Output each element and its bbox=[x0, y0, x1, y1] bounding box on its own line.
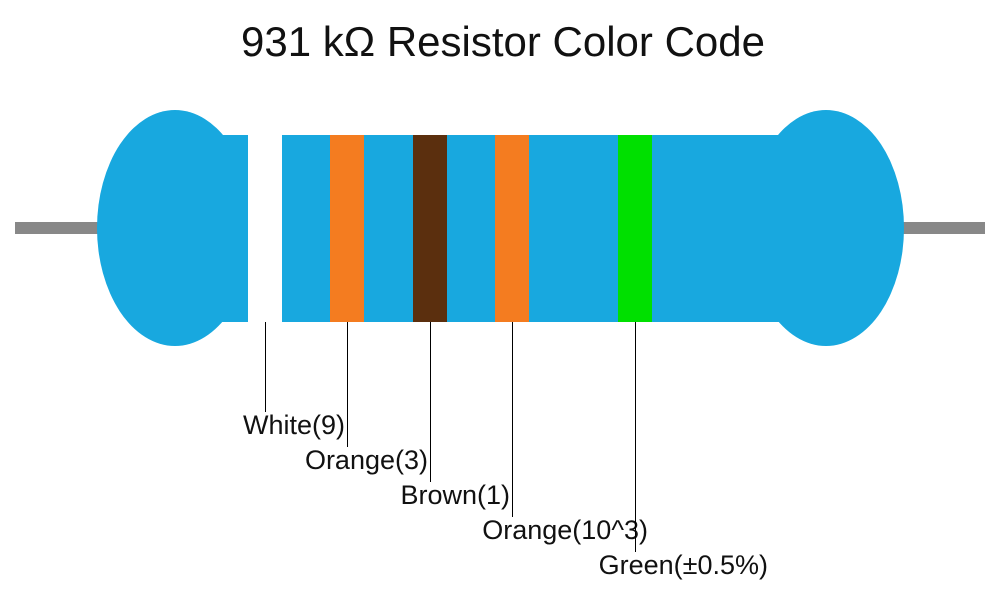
band-4-leader bbox=[512, 322, 513, 517]
band-1-leader bbox=[265, 322, 266, 412]
band-1 bbox=[248, 135, 282, 322]
band-5 bbox=[618, 135, 652, 322]
band-5-label: Green(±0.5%) bbox=[599, 550, 768, 581]
band-2-leader bbox=[347, 322, 348, 447]
band-4 bbox=[495, 135, 529, 322]
band-2 bbox=[330, 135, 364, 322]
band-3-label: Brown(1) bbox=[400, 480, 510, 511]
band-3 bbox=[413, 135, 447, 322]
diagram-title: 931 kΩ Resistor Color Code bbox=[0, 18, 1006, 66]
band-4-label: Orange(10^3) bbox=[482, 515, 648, 546]
band-3-leader bbox=[430, 322, 431, 482]
band-5-leader bbox=[635, 322, 636, 552]
band-1-label: White(9) bbox=[243, 410, 345, 441]
band-2-label: Orange(3) bbox=[305, 445, 428, 476]
